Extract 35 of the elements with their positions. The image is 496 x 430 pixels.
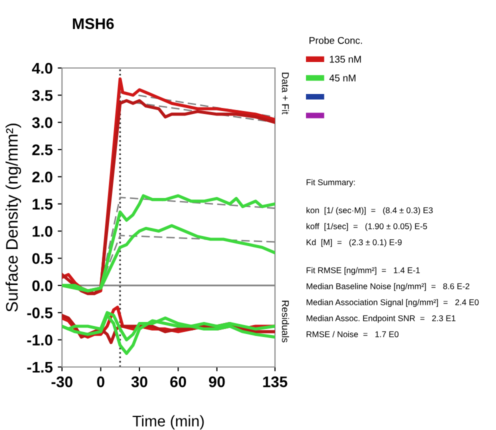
text: Kd [M] = (2.3 ± 0.1) E-9 (306, 239, 402, 247)
text: Median Association Signal [ng/mm²] = 2.4 E0 (306, 299, 479, 307)
y-tick-label: 3.5 (32, 90, 53, 101)
text: kon [1/ (sec·M)] = (8.4 ± 0.3) E3 (306, 207, 433, 215)
y-axis-title: Surface Density (ng/mm²) (6, 124, 22, 312)
y-tick-label: 1.0 (32, 226, 52, 237)
text: Residuals (282, 300, 290, 342)
text: koff [1/sec] = (1.90 ± 0.05) E-5 (306, 223, 428, 231)
y-tick-label: 2.5 (32, 144, 53, 156)
x-tick-label: -30 (52, 376, 72, 388)
text: Median Baseline Noise [ng/mm²] = 8.6 E-2 (306, 283, 470, 291)
text: RMSE / Noise = 1.7 E0 (306, 331, 399, 338)
legend-label: 135 nM (330, 56, 361, 63)
y-tick-label: 0.0 (32, 280, 52, 292)
x-tick-label: 30 (131, 376, 148, 388)
x-axis-title: Time (min) (132, 415, 204, 430)
y-tick-label: -1.5 (27, 362, 53, 373)
y-tick-label: 1.5 (32, 198, 53, 210)
y-tick-label: 2.0 (32, 172, 52, 182)
x-tick-label: 135 (263, 376, 288, 388)
y-tick-label: -0.5 (27, 308, 53, 318)
x-tick-label: 60 (170, 376, 186, 388)
y-tick-label: -1.0 (27, 334, 52, 346)
y-tick-label: 3.0 (32, 117, 52, 128)
legend-title: Probe Conc. (310, 36, 362, 44)
text: Fit RMSE [ng/mm²] = 1.4 E-1 (306, 267, 420, 275)
y-tick-label: 4.0 (32, 62, 52, 74)
y-tick-label: 0.5 (32, 253, 53, 264)
x-tick-label: 0 (97, 376, 104, 388)
x-tick-label: 90 (208, 376, 225, 388)
text: Median Assoc. Endpoint SNR = 2.3 E1 (306, 315, 456, 323)
text: Data + Fit (282, 72, 290, 114)
text: Fit Summary: (306, 179, 355, 187)
legend-label: 45 nM (329, 74, 356, 82)
chart-title: MSH6 (72, 18, 114, 30)
